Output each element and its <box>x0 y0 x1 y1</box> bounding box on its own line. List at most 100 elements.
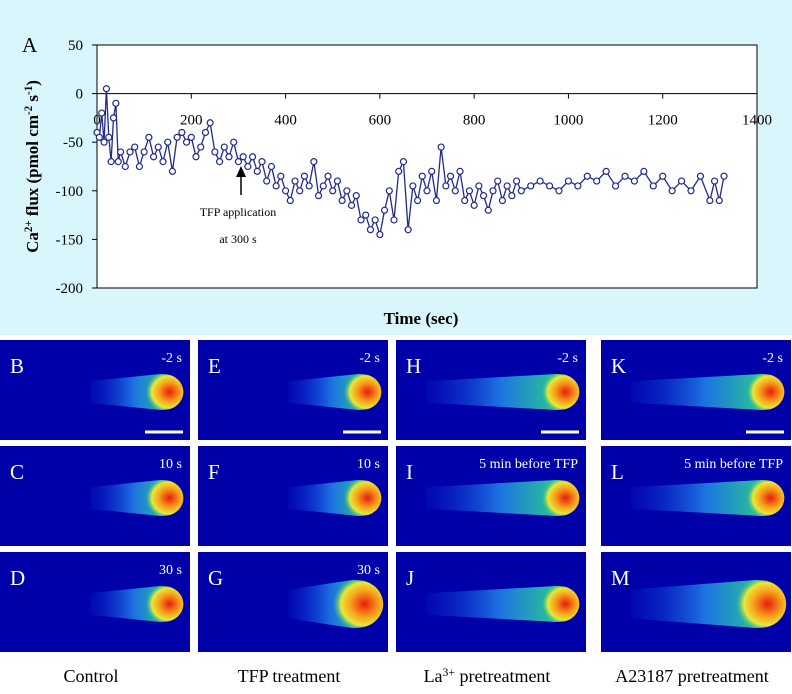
panel-time: 30 s <box>159 563 182 578</box>
image-cell: H-2 s <box>396 340 586 440</box>
flux-point <box>325 173 331 179</box>
flux-point <box>391 217 397 223</box>
pollen-tube-tip <box>330 580 383 628</box>
pollen-tube-tip <box>540 480 580 516</box>
column-caption-sup: 3+ <box>443 666 456 679</box>
flux-point <box>174 134 180 140</box>
flux-point <box>575 183 581 189</box>
flux-point <box>160 159 166 165</box>
x-tick-label: 1000 <box>553 113 583 129</box>
flux-point <box>556 188 562 194</box>
flux-point <box>101 139 107 145</box>
flux-point <box>240 154 246 160</box>
flux-point <box>518 188 524 194</box>
flux-point <box>716 198 722 204</box>
image-cell: K-2 s <box>601 340 791 440</box>
flux-point <box>495 178 501 184</box>
flux-point <box>301 173 307 179</box>
flux-point <box>212 149 218 155</box>
flux-point <box>429 168 435 174</box>
x-tick-label: 1200 <box>648 113 678 129</box>
pollen-tube-tip <box>540 586 580 622</box>
flux-point <box>721 173 727 179</box>
flux-point <box>268 164 274 170</box>
panel-letter: H <box>406 354 421 378</box>
x-tick-label: 800 <box>463 113 486 129</box>
pollen-tube-tip <box>745 480 785 516</box>
flux-point <box>613 183 619 189</box>
panel-time: 5 min before TFP <box>479 457 578 472</box>
flux-point <box>631 178 637 184</box>
flux-point <box>184 139 190 145</box>
flux-point <box>193 154 199 160</box>
flux-point <box>155 144 161 150</box>
x-tick-label: 200 <box>180 113 203 129</box>
flux-point <box>358 217 364 223</box>
flux-point <box>108 159 114 165</box>
flux-point <box>122 164 128 170</box>
flux-point <box>509 193 515 199</box>
flux-point <box>466 188 472 194</box>
panel-time: -2 s <box>161 351 182 366</box>
image-cell: J <box>396 552 586 652</box>
panel-letter: C <box>10 460 24 484</box>
flux-point <box>217 159 223 165</box>
flux-point <box>127 149 133 155</box>
flux-point <box>320 183 326 189</box>
flux-point <box>712 178 718 184</box>
y-axis-title-part: ) <box>23 80 42 86</box>
flux-point <box>349 202 355 208</box>
x-tick-label: 600 <box>369 113 392 129</box>
y-tick-label: -150 <box>56 232 84 248</box>
flux-point <box>202 129 208 135</box>
y-axis-title-part: s <box>23 95 42 106</box>
flux-point <box>250 154 256 160</box>
flux-point <box>471 202 477 208</box>
pollen-tube-tip <box>342 480 382 516</box>
flux-point <box>278 173 284 179</box>
y-tick-label: 0 <box>76 87 84 103</box>
flux-point <box>382 207 388 213</box>
panel-letter: D <box>10 566 25 590</box>
flux-point <box>179 129 185 135</box>
flux-point <box>565 178 571 184</box>
flux-point <box>528 183 534 189</box>
flux-point <box>481 193 487 199</box>
flux-point <box>226 154 232 160</box>
flux-point <box>622 173 628 179</box>
pollen-tube-tip <box>144 586 184 622</box>
y-axis-title-sup: 2+ <box>23 220 35 232</box>
flux-point <box>96 134 102 140</box>
flux-point <box>264 178 270 184</box>
flux-point <box>235 159 241 165</box>
flux-point <box>594 178 600 184</box>
plot-frame <box>97 45 757 288</box>
flux-point <box>396 168 402 174</box>
panel-time: -2 s <box>359 351 380 366</box>
annotation: at 300 s <box>219 232 257 246</box>
pollen-tube-tip <box>733 580 786 628</box>
flux-point <box>462 198 468 204</box>
column-caption: TFP treatment <box>238 666 341 686</box>
pollen-tube-tip <box>144 374 184 410</box>
pollen-tube-tip <box>540 374 580 410</box>
flux-point <box>697 173 703 179</box>
flux-point <box>344 188 350 194</box>
image-cell: C10 s <box>0 446 190 546</box>
y-axis-title-sup: -1 <box>23 86 35 95</box>
flux-point <box>330 188 336 194</box>
flux-point <box>287 198 293 204</box>
flux-point <box>363 212 369 218</box>
flux-point <box>419 173 425 179</box>
flux-point <box>136 164 142 170</box>
flux-point <box>490 188 496 194</box>
flux-point <box>165 139 171 145</box>
y-tick-label: -200 <box>56 281 84 297</box>
image-cell: M <box>601 552 791 652</box>
flux-point <box>688 188 694 194</box>
flux-point <box>514 178 520 184</box>
